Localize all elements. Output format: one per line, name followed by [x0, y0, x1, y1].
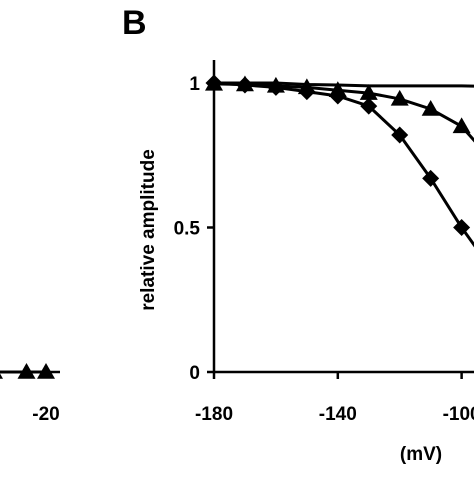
x-tick-label: -180 [195, 404, 233, 425]
diamond-point [453, 219, 471, 236]
y-tick-label: 0.5 [174, 219, 201, 240]
triangle-point [452, 117, 471, 134]
right-panel: B relative amplitude (mV) 0 0.5 1 -180 -140 -… [122, 4, 474, 465]
series-line-triangle [213, 82, 474, 143]
triangle-point [390, 89, 409, 106]
series-line-plain [214, 81, 474, 88]
diamond-point [267, 78, 285, 96]
triangle-point [421, 100, 440, 116]
left-triangle-point [37, 363, 55, 379]
panel-label-b: B [122, 4, 147, 42]
left-x-tick-label: -20 [32, 404, 59, 425]
diamond-point [205, 74, 223, 92]
diamond-point [236, 76, 254, 94]
diamond-point [360, 97, 378, 115]
left-triangle-point [17, 363, 36, 379]
diamond-point [422, 169, 440, 187]
x-tick-label: -140 [319, 404, 357, 425]
series-line-diamond [213, 81, 474, 248]
diamond-point [298, 83, 316, 101]
x-tick-label: -100 [443, 404, 474, 425]
triangle-point [359, 84, 378, 100]
left-panel: -20 [0, 363, 60, 425]
x-axis-unit-label: (mV) [400, 444, 442, 465]
diamond-point [329, 87, 347, 105]
diamond-point [391, 126, 409, 144]
y-tick-label: 1 [189, 74, 200, 95]
left-triangle-point [0, 373, 3, 379]
y-axis-title: relative amplitude [138, 149, 159, 311]
y-tick-label: 0 [189, 363, 200, 384]
